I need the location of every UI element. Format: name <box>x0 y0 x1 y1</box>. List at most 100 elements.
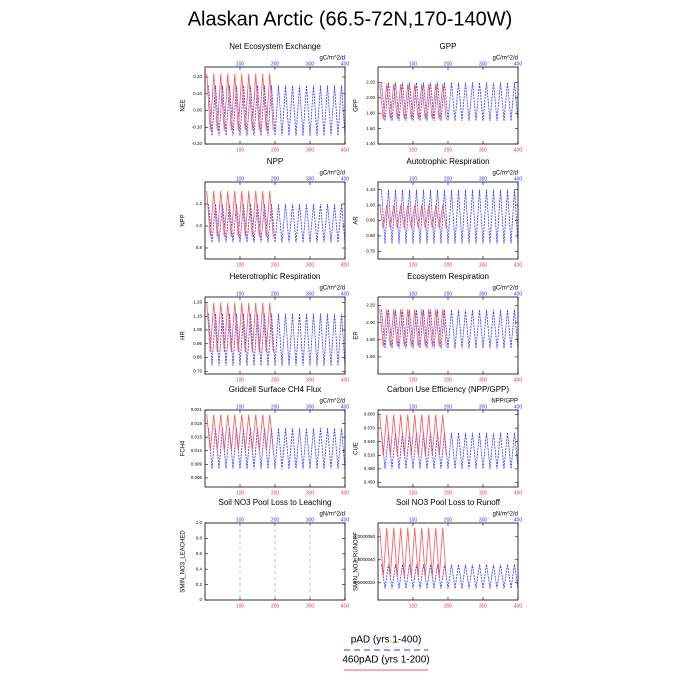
y-tick-label: 0.009 <box>191 462 203 467</box>
x-tick-label-top: 100 <box>236 517 245 523</box>
y-tick-label: 2.20 <box>366 303 375 308</box>
y-tick-label: 1.26 <box>193 300 202 305</box>
y-tick-label: 2.20 <box>366 80 375 85</box>
x-tick-label: 200 <box>444 147 453 153</box>
y-tick-label: 0.80 <box>366 233 375 238</box>
x-tick-label-top: 300 <box>479 404 488 410</box>
x-tick-label: 200 <box>444 490 453 496</box>
x-tick-label: 100 <box>236 377 245 383</box>
x-tick-label: 200 <box>271 603 280 609</box>
x-tick-label: 200 <box>271 147 280 153</box>
series-line <box>381 564 518 589</box>
x-tick-label-top: 100 <box>409 404 418 410</box>
y-tick-label: 1.40 <box>366 141 375 146</box>
y-tick-label: 0.0000060 <box>354 534 376 539</box>
x-tick-label-top: 300 <box>479 176 488 182</box>
x-tick-label-top: 100 <box>409 61 418 67</box>
x-tick-label: 400 <box>514 262 523 268</box>
y-tick-label: -0.10 <box>192 124 203 129</box>
x-tick-label: 100 <box>409 490 418 496</box>
legend-label: 460pAD (yrs 1-200) <box>342 655 429 666</box>
x-tick-label: 100 <box>409 147 418 153</box>
x-tick-label-top: 300 <box>306 404 315 410</box>
x-tick-label: 100 <box>236 490 245 496</box>
plot-frame <box>377 522 519 601</box>
y-tick-label: 0.0000040 <box>354 557 376 562</box>
x-tick-label: 200 <box>271 262 280 268</box>
x-tick-label: 400 <box>514 603 523 609</box>
units-label: gC/m^2/d <box>493 286 519 292</box>
x-tick-label: 100 <box>236 147 245 153</box>
y-tick-label: 2.00 <box>366 95 375 100</box>
x-tick-label: 300 <box>479 147 488 153</box>
x-tick-label: 200 <box>444 377 453 383</box>
series-line <box>381 309 518 349</box>
y-tick-label: 0.8 <box>196 245 203 250</box>
x-tick-label-top: 200 <box>444 176 453 182</box>
x-tick-label: 400 <box>341 147 350 153</box>
panel-title: Net Ecosystem Exchange <box>229 42 321 51</box>
x-tick-label-top: 400 <box>514 291 523 297</box>
x-tick-label-top: 300 <box>306 176 315 182</box>
y-tick-label: 0.20 <box>193 74 202 79</box>
series-line <box>381 189 518 244</box>
x-tick-label: 300 <box>306 377 315 383</box>
panel-title: NPP <box>267 157 283 166</box>
panel-title: Autotrophic Respiration <box>406 157 489 166</box>
x-tick-label-top: 200 <box>271 291 280 297</box>
page-title: Alaskan Arctic (66.5-72N,170-140W) <box>188 8 513 30</box>
x-tick-label: 100 <box>236 603 245 609</box>
series-line <box>381 432 518 469</box>
y-tick-label: 0.2 <box>196 582 203 587</box>
series-line <box>206 414 274 451</box>
y-tick-label: 0.480 <box>364 466 376 471</box>
y-axis-label: FCH4 <box>181 440 187 456</box>
series-line <box>379 308 447 347</box>
units-label: gC/m^2/d <box>320 286 346 292</box>
y-tick-label: 0.70 <box>366 248 375 253</box>
x-tick-label: 300 <box>306 490 315 496</box>
series-line <box>208 313 345 366</box>
x-tick-label-top: 200 <box>444 61 453 67</box>
x-tick-label-top: 200 <box>444 404 453 410</box>
x-tick-label: 400 <box>514 377 523 383</box>
x-tick-label-top: 200 <box>271 517 280 523</box>
panel-title: Soil NO3 Pool Loss to Runoff <box>396 498 501 507</box>
y-tick-label: 1.60 <box>366 126 375 131</box>
series-line <box>381 82 518 121</box>
x-tick-label: 400 <box>341 603 350 609</box>
y-tick-label: 0.8 <box>196 536 203 541</box>
y-axis-label: CUE <box>354 442 360 455</box>
x-tick-label-top: 200 <box>271 176 280 182</box>
x-tick-label-top: 300 <box>306 517 315 523</box>
panel-title: Heterotrophic Respiration <box>230 272 321 281</box>
y-tick-label: 1.10 <box>366 187 375 192</box>
y-axis-label: HR <box>181 331 187 340</box>
units-label: gC/m^2/d <box>493 56 519 62</box>
units-label: gC/m^2/d <box>320 399 346 405</box>
y-tick-label: 0.96 <box>193 341 202 346</box>
series-line <box>379 414 447 456</box>
y-tick-label: 0.600 <box>364 412 376 417</box>
x-tick-label-top: 300 <box>306 291 315 297</box>
x-tick-label-top: 300 <box>479 291 488 297</box>
x-tick-label-top: 100 <box>409 517 418 523</box>
x-tick-label: 200 <box>271 377 280 383</box>
y-tick-label: 0.0000020 <box>354 580 376 585</box>
y-axis-label: SMIN_NO3_LEACHED <box>181 530 187 593</box>
y-tick-label: 0.86 <box>193 355 202 360</box>
x-tick-label-top: 400 <box>341 517 350 523</box>
y-tick-label: 1.0 <box>196 223 203 228</box>
plot-frame <box>204 296 346 375</box>
series-line <box>206 190 274 238</box>
y-tick-label: 0.450 <box>364 480 376 485</box>
x-tick-label-top: 400 <box>514 404 523 410</box>
y-tick-label: 0.018 <box>191 421 203 426</box>
series-line <box>208 85 345 136</box>
y-tick-label: 0.006 <box>191 475 203 480</box>
x-tick-label: 400 <box>514 490 523 496</box>
plot-frame <box>377 181 519 260</box>
units-label: gC/m^2/d <box>493 171 519 177</box>
panel-title: Carbon Use Efficiency (NPP/GPP) <box>387 385 509 394</box>
